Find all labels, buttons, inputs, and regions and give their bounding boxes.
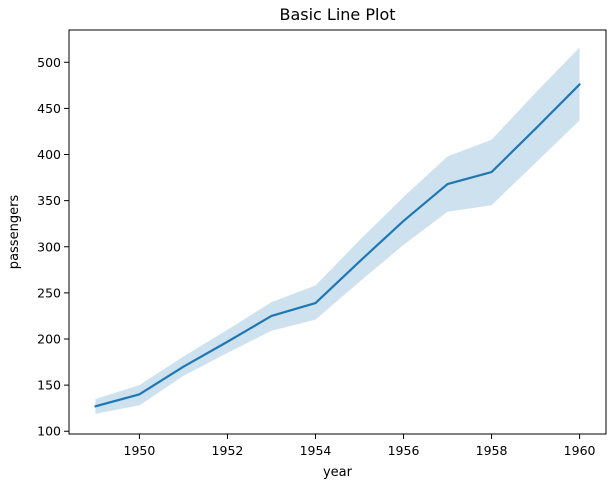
y-tick-label: 100 [37,424,61,439]
plot-area [94,47,581,414]
series-line [94,83,581,408]
chart-title: Basic Line Plot [279,5,395,24]
y-tick-label: 300 [37,239,61,254]
x-axis-label: year [323,465,353,480]
y-tick-label: 350 [37,193,61,208]
x-tick-label: 1956 [388,443,420,458]
x-tick-label: 1954 [300,443,332,458]
y-tick-label: 200 [37,331,61,346]
y-tick-label: 150 [37,378,61,393]
x-axis: 1950 1952 1954 1956 1958 1960 [124,434,596,458]
x-tick-label: 1950 [124,443,156,458]
y-tick-label: 250 [37,285,61,300]
y-tick-label: 500 [37,55,61,70]
axes-frame [68,29,607,435]
x-tick-label: 1958 [476,443,508,458]
confidence-band [95,47,580,414]
x-tick-label: 1960 [564,443,596,458]
x-tick-label: 1952 [212,443,244,458]
y-axis: 100 150 200 250 300 350 400 450 500 [37,55,69,439]
y-tick-label: 400 [37,147,61,162]
y-tick-label: 450 [37,101,61,116]
y-axis-label: passengers [7,195,22,270]
